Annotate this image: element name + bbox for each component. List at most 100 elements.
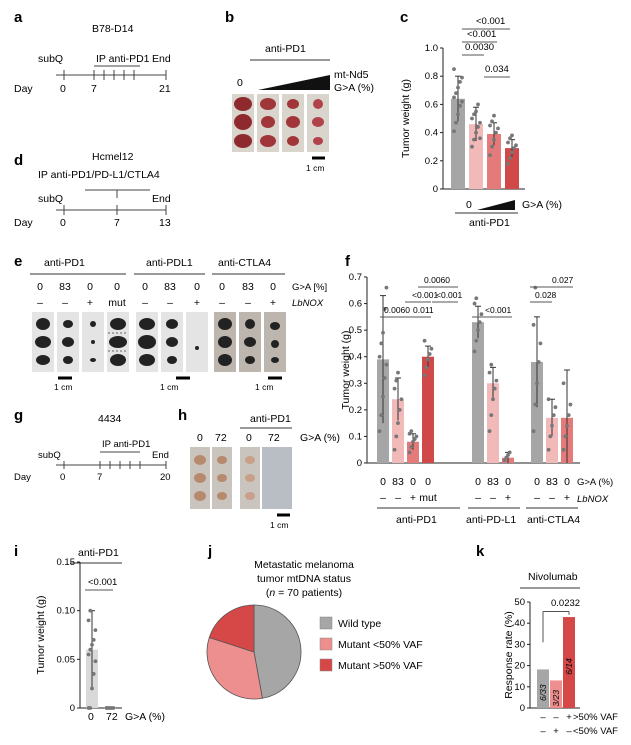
- data-point: [548, 434, 553, 439]
- panel-f-group-pd1: anti-PD1: [396, 514, 437, 526]
- panel-b-ga: G>A (%): [334, 82, 374, 94]
- data-point: [491, 397, 495, 402]
- bar: [550, 680, 562, 708]
- bar: [422, 356, 434, 463]
- data-point: [427, 352, 432, 356]
- panel-e-lbnox-label: LbNOX: [292, 298, 324, 309]
- panel-e-group-ctla4: anti-CTLA4: [218, 257, 271, 269]
- bar: [472, 322, 484, 463]
- data-point: [392, 447, 397, 452]
- y-tick-label: 0.6: [425, 99, 438, 110]
- data-point: [90, 642, 94, 647]
- data-point: [104, 706, 109, 710]
- bar-label: 6/14: [564, 658, 574, 675]
- pie-slice: [208, 604, 255, 653]
- y-tick-label: 0.2: [349, 405, 362, 416]
- data-point: [489, 362, 494, 367]
- ga-label: 83: [59, 281, 71, 293]
- panel-d-subq: subQ: [38, 193, 63, 205]
- panel-k-letter: k: [476, 543, 485, 560]
- panel-h-letter: h: [178, 407, 187, 424]
- data-point: [454, 91, 458, 96]
- bar-label: 3/23: [551, 690, 561, 707]
- bar: [531, 362, 543, 463]
- lbnox-label: +: [87, 297, 93, 309]
- data-point: [494, 378, 499, 383]
- y-tick-label: 0.1: [349, 431, 362, 442]
- panel-h-ga-1: 0: [197, 432, 203, 444]
- y-tick-label: 0.7: [349, 272, 362, 283]
- data-point: [384, 285, 389, 290]
- panel-e: e anti-PD1 anti-PDL1 anti-CTLA4 0 83 0 0 0 83…: [14, 253, 327, 392]
- panel-k: k Nivolumab 0 10 20 30 40 50 Response rate (%)…: [476, 543, 618, 737]
- data-point: [377, 354, 382, 359]
- pie-slice: [206, 636, 263, 700]
- x-tick-label: 0: [534, 476, 540, 488]
- pvalue-f-pd1-1: 0.0060: [384, 305, 410, 315]
- data-point: [86, 652, 91, 657]
- y-tick-label: 0: [520, 703, 525, 714]
- legend-swatch: [319, 637, 333, 651]
- panel-d-day7: 7: [114, 217, 120, 229]
- panel-g-day: Day: [14, 472, 31, 483]
- panel-i-ga-label: G>A (%): [125, 711, 165, 723]
- data-point: [458, 103, 462, 108]
- data-point: [492, 386, 497, 391]
- data-point: [535, 381, 539, 386]
- panel-e-group-pdl1: anti-PDL1: [146, 257, 193, 269]
- y-tick-label: 0.2: [425, 156, 438, 167]
- pvalue-c-1: <0.001: [476, 16, 505, 27]
- lbnox-label: +: [564, 492, 570, 504]
- data-point: [488, 153, 492, 158]
- data-point: [546, 397, 551, 402]
- y-tick-label: 0.5: [349, 325, 362, 336]
- y-tick-label: 0.3: [349, 378, 362, 389]
- data-point: [409, 445, 414, 449]
- panel-k-title: Nivolumab: [528, 571, 578, 583]
- panel-d-end: End: [152, 193, 171, 205]
- pvalue-f-ctla4-1: 0.028: [535, 290, 557, 300]
- ga-label: 0: [87, 281, 93, 293]
- legend-label: Wild type: [338, 618, 381, 630]
- data-point: [452, 67, 456, 72]
- y-tick-label: 30: [514, 639, 525, 650]
- data-point: [565, 423, 569, 428]
- panel-b: b anti-PD1 0 mt-Nd5 G>A (%) 1 cm: [225, 9, 374, 173]
- data-point: [476, 125, 480, 129]
- data-point: [470, 116, 474, 121]
- lbnox-label: –: [490, 492, 496, 504]
- data-point: [472, 301, 477, 306]
- gradient-wedge-icon: [477, 200, 515, 210]
- legend-label: Mutant >50% VAF: [338, 660, 423, 672]
- data-point: [490, 119, 494, 124]
- row2-sign: –: [566, 726, 572, 737]
- data-point: [91, 672, 96, 676]
- x-tick-label: 83: [546, 476, 558, 488]
- bar: [487, 383, 499, 463]
- panel-h-scale: 1 cm: [270, 520, 288, 530]
- data-point: [561, 447, 566, 452]
- lbnox-label: –: [380, 492, 386, 504]
- data-point: [487, 429, 492, 434]
- data-point: [458, 79, 462, 84]
- bar: [546, 417, 558, 463]
- panel-a: a B78-D14 subQ IP anti-PD1 End Day 0 7 2…: [14, 9, 171, 95]
- data-point: [474, 296, 479, 301]
- data-point: [508, 136, 512, 141]
- panel-g-day20: 20: [160, 472, 171, 483]
- panel-b-zero: 0: [237, 77, 243, 89]
- panel-i-x-0: 0: [88, 711, 94, 723]
- x-tick-label: 0: [425, 476, 431, 488]
- y-axis-label: Tumor weight (g): [340, 331, 352, 410]
- panel-g-letter: g: [14, 407, 23, 424]
- data-point: [514, 143, 518, 148]
- data-point: [533, 402, 538, 407]
- legend-swatch: [319, 658, 333, 672]
- bar: [451, 98, 465, 189]
- panel-k-labels: – – +– + –: [540, 712, 572, 737]
- y-tick-label: 0: [70, 703, 75, 714]
- data-point: [429, 346, 434, 351]
- panel-d-letter: d: [14, 152, 23, 169]
- ga-label: 83: [242, 281, 254, 293]
